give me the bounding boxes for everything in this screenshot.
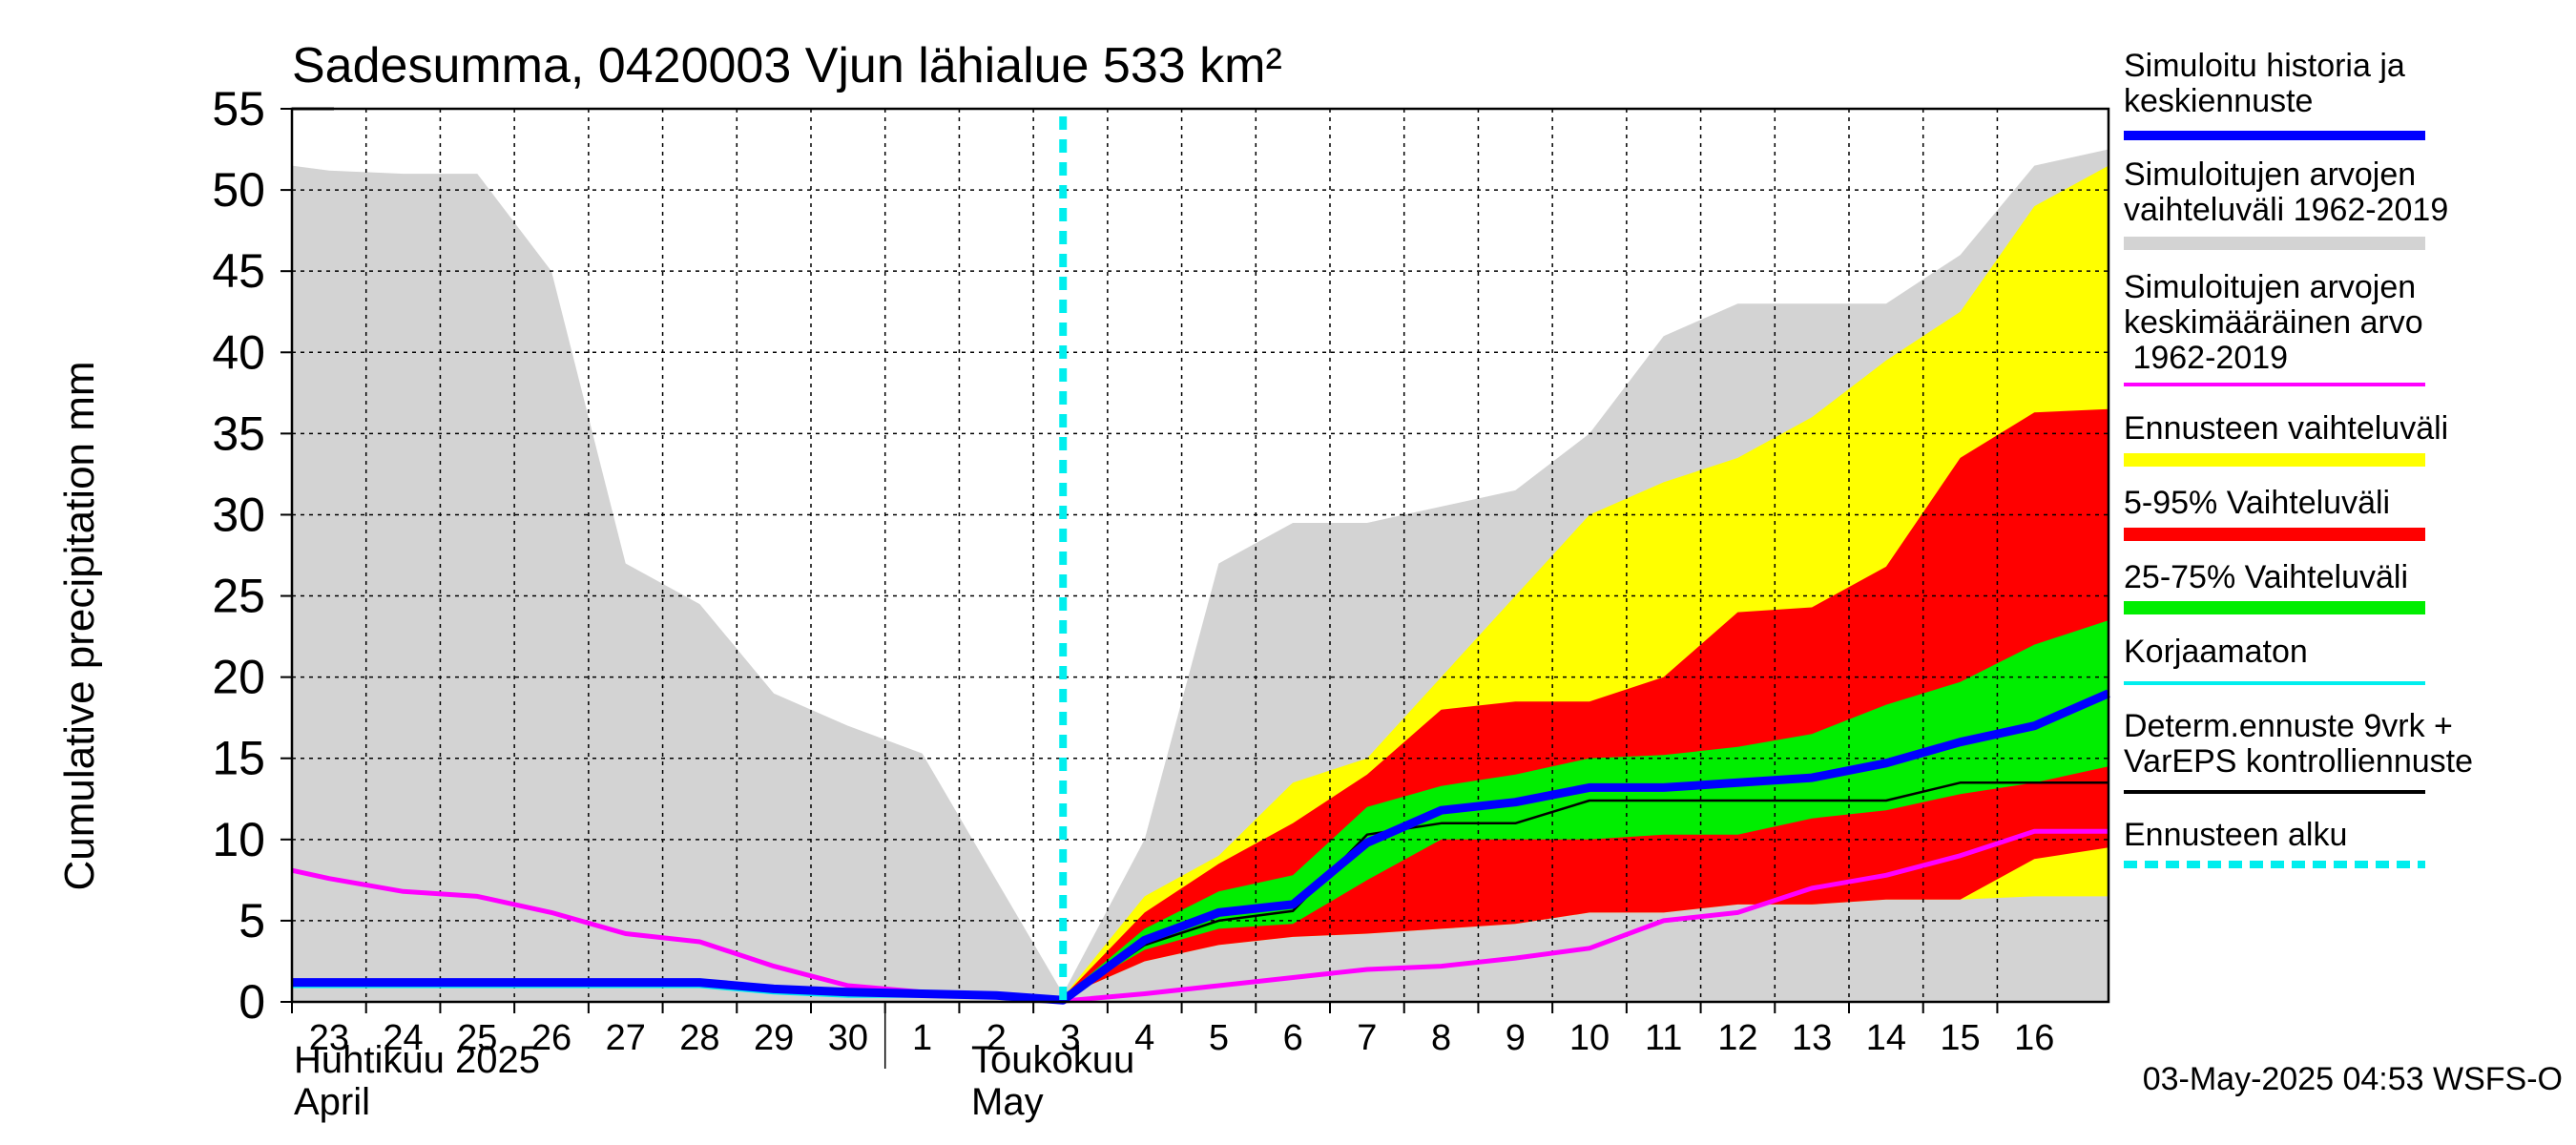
series-simuloitujen-arvojen-keskim-r-inen-arvo-1962-2019 [291,828,2109,1004]
y-tick-45: 45 [212,244,265,298]
y-axis-label: Cumulative precipitation mm [56,361,103,890]
x-tick-8: 8 [1431,1018,1451,1058]
x-tick-28: 28 [679,1018,719,1058]
y-tick-5: 5 [239,894,265,947]
legend-label-simuloitujen-arvojen-keskim-r-inen-arvo-1962-2019: Simuloitujen arvojen keskimääräinen arvo … [2124,269,2423,376]
range-bands [292,149,2109,1002]
x-tick-7: 7 [1357,1018,1377,1058]
x-tick-27: 27 [606,1018,646,1058]
legend-label-simuloitujen-arvojen-vaihteluv-li-1962-2019: Simuloitujen arvojen vaihteluväli 1962-20… [2124,156,2448,228]
x-tick-29: 29 [754,1018,794,1058]
x-tick-10: 10 [1569,1018,1610,1058]
x-tick-23: 23 [309,1018,349,1058]
y-tick-labels: 0 5 10 15 20 25 30 35 40 45 50 55 [212,82,292,1029]
month-label-may-fi: Toukokuu [971,1039,1134,1081]
x-tick-24: 24 [383,1018,423,1058]
x-tick-5: 5 [1209,1018,1229,1058]
y-tick-50: 50 [212,163,265,217]
x-tick-11: 11 [1645,1018,1682,1058]
x-tick-6: 6 [1283,1018,1303,1058]
y-tick-25: 25 [212,570,265,623]
legend-label-korjaamaton: Korjaamaton [2124,634,2308,670]
legend-label-25-75-vaihteluv-li: 25-75% Vaihteluväli [2124,559,2408,595]
x-tick-labels: 23 24 25 26 27 28 29 30 1 2 3 4 5 6 7 8 9 10 11 12 13 14 15 16 [291,1002,2054,1058]
month-label-april-fi: Huhtikuu 2025 [294,1039,540,1081]
y-tick-40: 40 [212,325,265,379]
y-tick-15: 15 [212,732,265,785]
y-tick-10: 10 [212,813,265,866]
legend-label-simuloitu-historia-ja-keskiennuste: Simuloitu historia ja keskiennuste [2124,48,2405,119]
legend-label-ennusteen-vaihteluv-li: Ennusteen vaihteluväli [2124,410,2448,447]
legend: Simuloitu historia ja keskiennuste Simuloi… [2124,48,2473,868]
x-tick-4: 4 [1134,1018,1154,1058]
x-tick-30: 30 [828,1018,868,1058]
x-tick-26: 26 [531,1018,571,1058]
grid-lines [291,109,2109,1002]
month-label-may-en: May [971,1081,1044,1123]
x-tick-14: 14 [1866,1018,1906,1058]
x-tick-12: 12 [1717,1018,1757,1058]
x-tick-13: 13 [1792,1018,1832,1058]
x-tick-25: 25 [457,1018,497,1058]
month-label-april-en: April [294,1081,370,1123]
series-determ-ennuste-9vrk-vareps-kontrolliennuste [1062,781,2109,1002]
legend-label-determ-ennuste-9vrk-vareps-kontrolliennuste: Determ.ennuste 9vrk + VarEPS kontrollienn… [2124,708,2473,780]
x-tick-1: 1 [912,1018,932,1058]
y-tick-35: 35 [212,406,265,460]
series-lines [291,116,2110,1005]
legend-label-ennusteen-alku: Ennusteen alku [2124,817,2347,853]
y-tick-55: 55 [212,82,265,135]
y-tick-0: 0 [239,975,265,1029]
x-tick-2: 2 [987,1018,1007,1058]
y-tick-20: 20 [212,651,265,704]
x-tick-16: 16 [2014,1018,2054,1058]
chart-title: Sadesumma, 0420003 Vjun lähialue 533 km² [292,38,1282,94]
footer-timestamp: 03-May-2025 04:53 WSFS-O [2143,1061,2563,1097]
legend-label-5-95-vaihteluv-li: 5-95% Vaihteluväli [2124,485,2390,521]
y-tick-30: 30 [212,488,265,541]
x-tick-15: 15 [1940,1018,1980,1058]
plot-frame [290,107,2110,1004]
x-tick-3: 3 [1060,1018,1080,1058]
band-25-75-vaihteluv-li [1063,620,2109,997]
series-simuloitu-historia-ja-keskiennuste [292,689,2110,1005]
x-tick-9: 9 [1506,1018,1526,1058]
